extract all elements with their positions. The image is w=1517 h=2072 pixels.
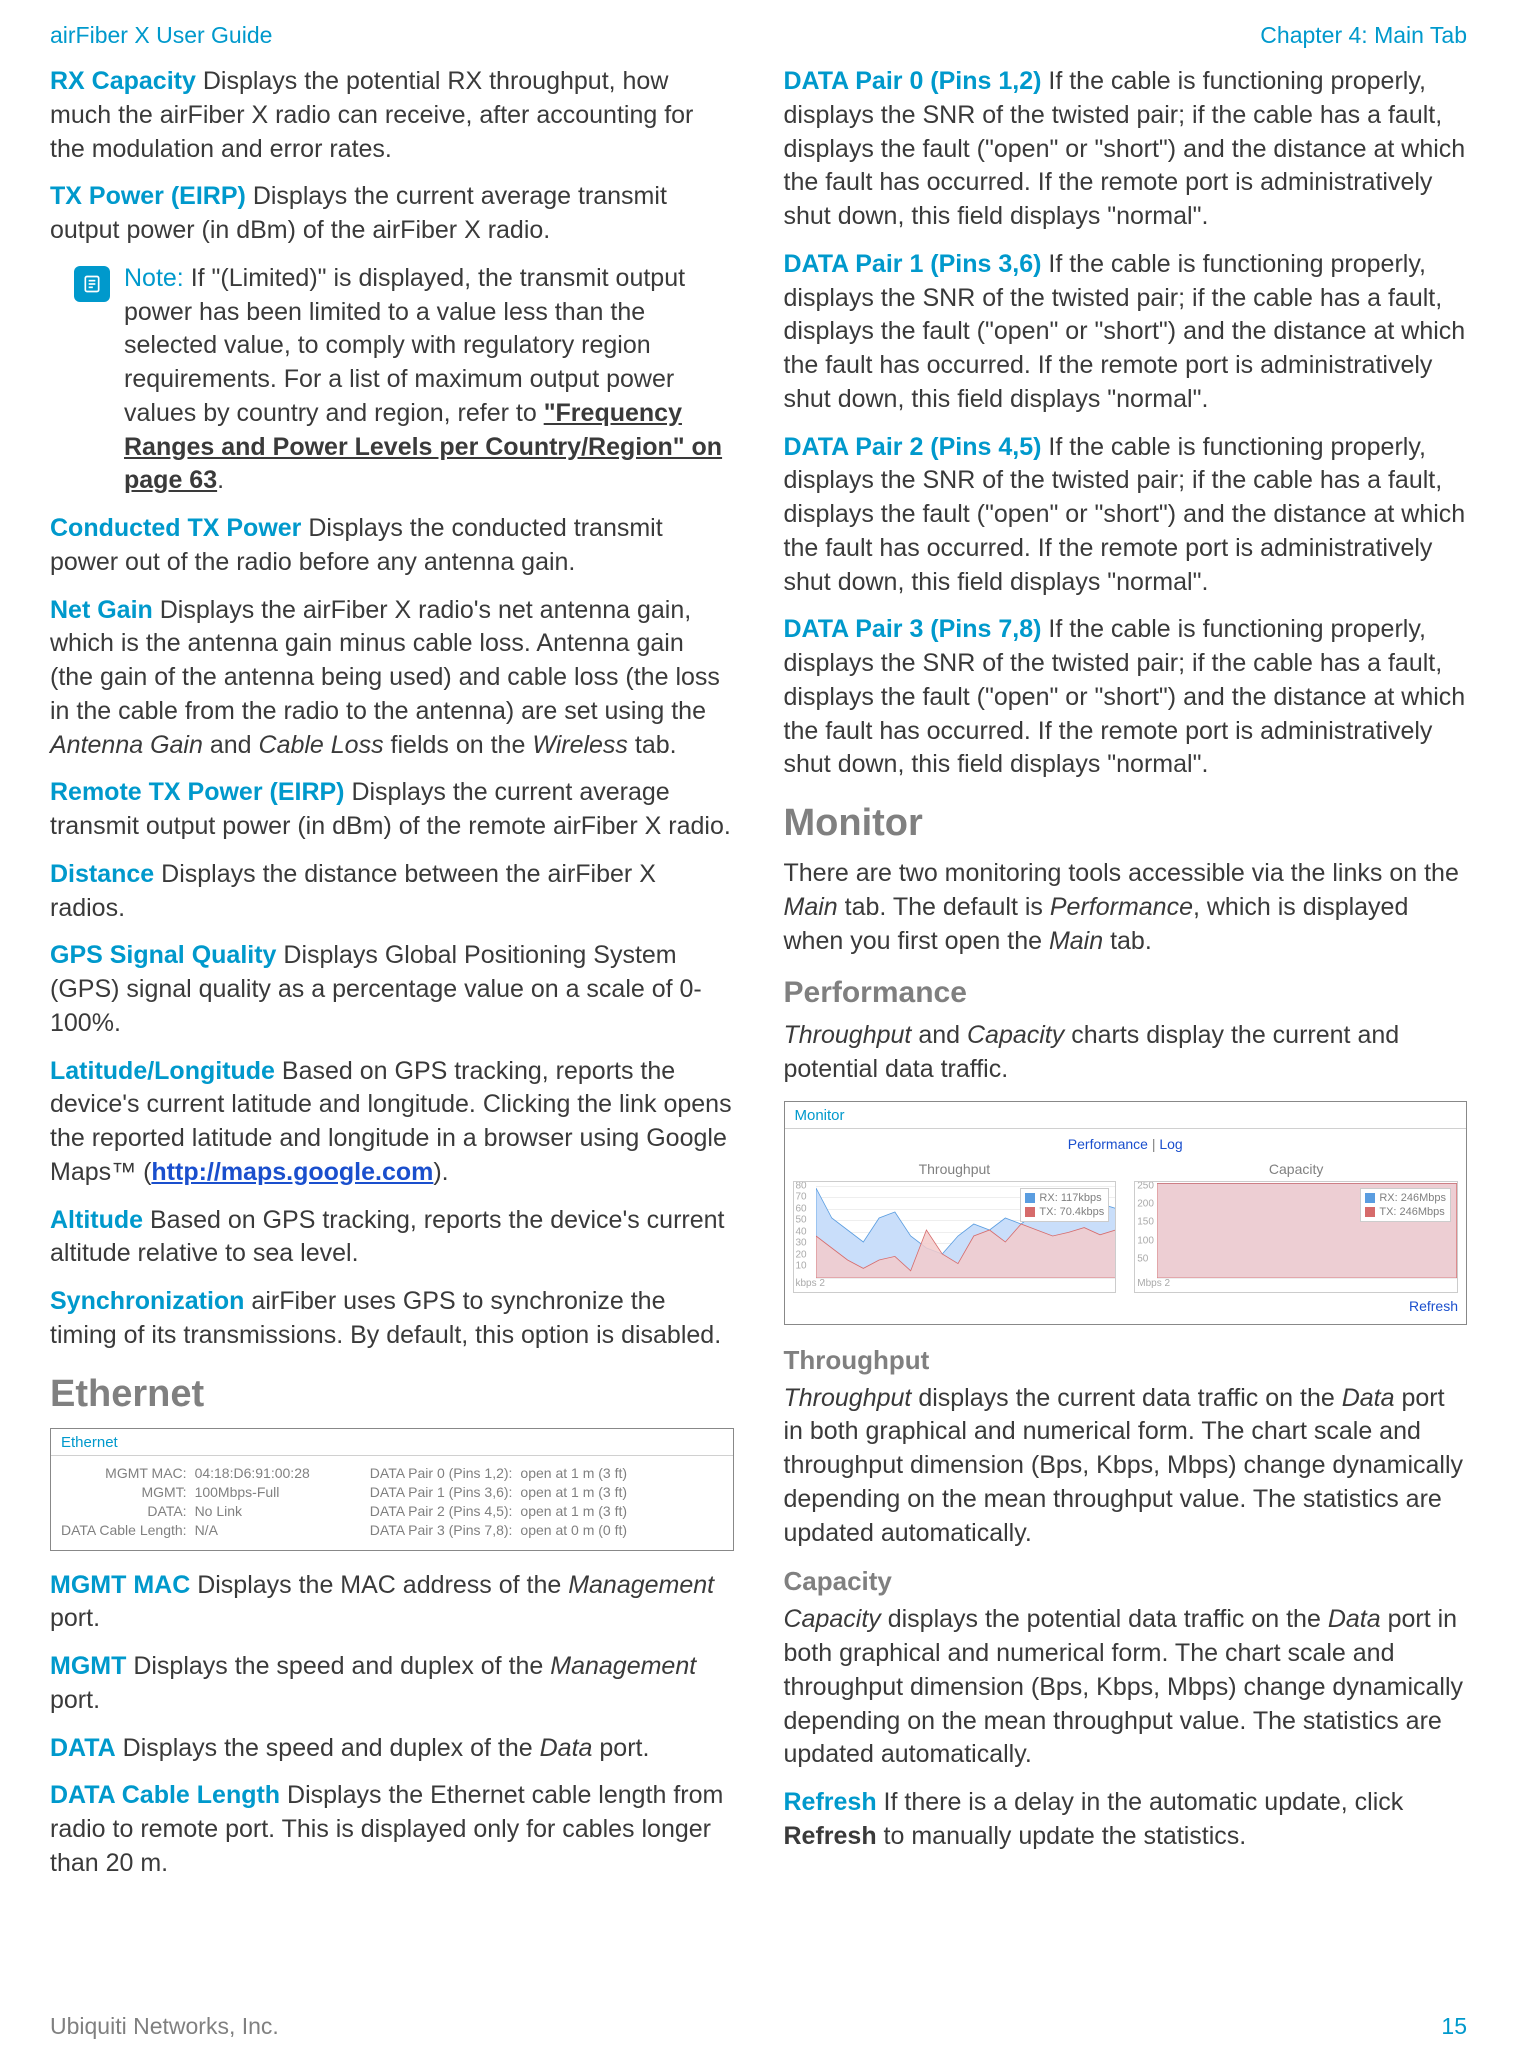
mgmt-para: MGMT Displays the speed and duplex of th… [50,1650,734,1718]
footer-left: Ubiquiti Networks, Inc. [50,2011,279,2042]
page-footer: Ubiquiti Networks, Inc. 15 [50,2011,1467,2042]
google-maps-link[interactable]: http://maps.google.com [151,1158,433,1186]
page-header: airFiber X User Guide Chapter 4: Main Ta… [50,20,1467,51]
ethernet-heading: Ethernet [50,1369,734,1420]
table-cell-value: N/A [195,1521,310,1540]
capacity-heading: Capacity [784,1564,1468,1599]
data-cable-length-para: DATA Cable Length Displays the Ethernet … [50,1779,734,1880]
tx-power-para: TX Power (EIRP) Displays the current ave… [50,180,734,248]
note-post: . [217,466,224,494]
monitor-panel-title: Monitor [785,1102,1467,1129]
table-row: DATA:No Link [61,1502,310,1521]
table-row: DATA Pair 1 (Pins 3,6):open at 1 m (3 ft… [370,1483,627,1502]
table-cell-label: DATA Pair 1 (Pins 3,6): [370,1483,521,1502]
monitor-panel: Monitor Performance | Log Throughput 102… [784,1101,1468,1325]
note-icon [74,266,110,302]
table-row: DATA Pair 2 (Pins 4,5):open at 1 m (3 ft… [370,1502,627,1521]
remote-tx-para: Remote TX Power (EIRP) Displays the curr… [50,776,734,844]
table-cell-value: open at 1 m (3 ft) [520,1464,627,1483]
table-row: DATA Pair 3 (Pins 7,8):open at 0 m (0 ft… [370,1521,627,1540]
table-cell-label: MGMT: [61,1483,195,1502]
data-para: DATA Displays the speed and duplex of th… [50,1732,734,1766]
gps-signal-para: GPS Signal Quality Displays Global Posit… [50,939,734,1040]
ethernet-panel: Ethernet MGMT MAC:04:18:D6:91:00:28MGMT:… [50,1428,734,1551]
header-left: airFiber X User Guide [50,20,272,51]
table-cell-label: MGMT MAC: [61,1464,195,1483]
footer-page: 15 [1441,2011,1467,2042]
monitor-tabs: Performance | Log [793,1133,1459,1160]
sync-para: Synchronization airFiber uses GPS to syn… [50,1285,734,1353]
conducted-term: Conducted TX Power [50,514,301,542]
capacity-para: Capacity displays the potential data tra… [784,1603,1468,1772]
net-gain-para: Net Gain Displays the airFiber X radio's… [50,594,734,763]
throughput-chart-wrap: Throughput 1020304050607080kbps 2RX: 117… [793,1160,1117,1293]
ethernet-right-table: DATA Pair 0 (Pins 1,2):open at 1 m (3 ft… [370,1464,627,1540]
throughput-chart: 1020304050607080kbps 2RX: 117kbpsTX: 70.… [793,1181,1117,1293]
table-row: MGMT MAC:04:18:D6:91:00:28 [61,1464,310,1483]
data-pair-1-para: DATA Pair 1 (Pins 3,6) If the cable is f… [784,248,1468,417]
refresh-link[interactable]: Refresh [793,1293,1459,1316]
throughput-para: Throughput displays the current data tra… [784,1382,1468,1551]
net-gain-term: Net Gain [50,596,153,624]
table-cell-value: open at 1 m (3 ft) [520,1502,627,1521]
table-cell-label: DATA Pair 3 (Pins 7,8): [370,1521,521,1540]
chart-legend: RX: 246MbpsTX: 246Mbps [1360,1188,1451,1223]
chart-legend: RX: 117kbpsTX: 70.4kbps [1020,1188,1109,1223]
table-row: MGMT:100Mbps-Full [61,1483,310,1502]
throughput-chart-title: Throughput [793,1160,1117,1179]
monitor-heading: Monitor [784,798,1468,849]
capacity-chart-wrap: Capacity 50100150200250Mbps 2RX: 246Mbps… [1134,1160,1458,1293]
tx-power-term: TX Power (EIRP) [50,182,246,210]
table-cell-label: DATA Pair 2 (Pins 4,5): [370,1502,521,1521]
note-text: Note: If "(Limited)" is displayed, the t… [124,262,734,498]
ethernet-left-table: MGMT MAC:04:18:D6:91:00:28MGMT:100Mbps-F… [61,1464,310,1540]
performance-para: Throughput and Capacity charts display t… [784,1019,1468,1087]
table-row: DATA Cable Length:N/A [61,1521,310,1540]
capacity-chart: 50100150200250Mbps 2RX: 246MbpsTX: 246Mb… [1134,1181,1458,1293]
header-right: Chapter 4: Main Tab [1260,20,1467,51]
refresh-para: Refresh If there is a delay in the autom… [784,1786,1468,1854]
table-cell-value: 04:18:D6:91:00:28 [195,1464,310,1483]
table-cell-label: DATA: [61,1502,195,1521]
monitor-para: There are two monitoring tools accessibl… [784,857,1468,958]
note-block: Note: If "(Limited)" is displayed, the t… [74,262,734,498]
data-pair-3-para: DATA Pair 3 (Pins 7,8) If the cable is f… [784,613,1468,782]
left-column: RX Capacity Displays the potential RX th… [50,65,734,1895]
rx-capacity-para: RX Capacity Displays the potential RX th… [50,65,734,166]
table-cell-label: DATA Pair 0 (Pins 1,2): [370,1464,521,1483]
tab-log[interactable]: Log [1159,1136,1182,1152]
rx-capacity-term: RX Capacity [50,67,196,95]
table-cell-label: DATA Cable Length: [61,1521,195,1540]
throughput-heading: Throughput [784,1343,1468,1378]
table-cell-value: 100Mbps-Full [195,1483,310,1502]
ethernet-panel-title: Ethernet [51,1429,733,1456]
table-cell-value: open at 0 m (0 ft) [520,1521,627,1540]
note-label: Note: [124,264,184,292]
table-cell-value: No Link [195,1502,310,1521]
capacity-chart-title: Capacity [1134,1160,1458,1179]
table-cell-value: open at 1 m (3 ft) [520,1483,627,1502]
data-pair-0-para: DATA Pair 0 (Pins 1,2) If the cable is f… [784,65,1468,234]
table-row: DATA Pair 0 (Pins 1,2):open at 1 m (3 ft… [370,1464,627,1483]
mgmt-mac-para: MGMT MAC Displays the MAC address of the… [50,1569,734,1637]
right-column: DATA Pair 0 (Pins 1,2) If the cable is f… [784,65,1468,1895]
data-pair-2-para: DATA Pair 2 (Pins 4,5) If the cable is f… [784,431,1468,600]
distance-para: Distance Displays the distance between t… [50,858,734,926]
performance-heading: Performance [784,973,1468,1014]
tab-performance[interactable]: Performance [1068,1136,1148,1152]
altitude-para: Altitude Based on GPS tracking, reports … [50,1204,734,1272]
conducted-para: Conducted TX Power Displays the conducte… [50,512,734,580]
latlon-para: Latitude/Longitude Based on GPS tracking… [50,1055,734,1190]
